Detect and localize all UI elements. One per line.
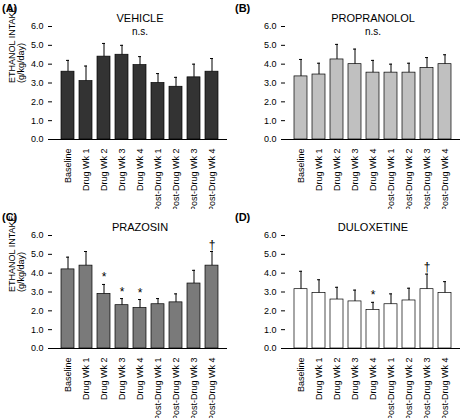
svg-text:4.0: 4.0 (264, 268, 277, 278)
svg-text:Drug Wk 3: Drug Wk 3 (350, 358, 360, 401)
svg-text:Drug Wk 3: Drug Wk 3 (350, 149, 360, 192)
svg-text:Drug Wk 4: Drug Wk 4 (135, 149, 145, 192)
svg-text:4.0: 4.0 (31, 268, 44, 278)
svg-text:n.s.: n.s. (365, 26, 381, 37)
svg-text:Post-Drug Wk 3: Post-Drug Wk 3 (422, 149, 432, 210)
svg-text:0.0: 0.0 (264, 134, 277, 144)
svg-text:Post-Drug Wk 4: Post-Drug Wk 4 (207, 358, 217, 418)
svg-text:4.0: 4.0 (31, 59, 44, 69)
svg-text:1.0: 1.0 (264, 325, 277, 335)
svg-text:5.0: 5.0 (264, 40, 277, 50)
svg-text:6.0: 6.0 (31, 21, 44, 31)
svg-text:Baseline: Baseline (63, 358, 73, 393)
svg-text:Baseline: Baseline (296, 358, 306, 393)
svg-text:†: † (424, 260, 431, 274)
svg-text:†: † (209, 238, 216, 252)
svg-text:*: * (371, 288, 376, 302)
svg-text:6.0: 6.0 (31, 230, 44, 240)
svg-text:Baseline: Baseline (296, 149, 306, 184)
svg-text:Post-Drug Wk 4: Post-Drug Wk 4 (440, 149, 450, 210)
svg-text:*: * (102, 270, 107, 284)
svg-text:5.0: 5.0 (264, 249, 277, 259)
svg-text:3.0: 3.0 (264, 78, 277, 88)
svg-text:ETHANOL INTAKE(g/kg/day): ETHANOL INTAKE(g/kg/day) (7, 215, 26, 292)
svg-text:ETHANOL INTAKE(g/kg/day): ETHANOL INTAKE(g/kg/day) (7, 6, 26, 83)
svg-text:3.0: 3.0 (31, 78, 44, 88)
svg-text:Drug Wk 2: Drug Wk 2 (99, 358, 109, 401)
svg-text:Drug Wk 1: Drug Wk 1 (81, 358, 91, 401)
svg-text:1.0: 1.0 (264, 116, 277, 126)
svg-text:Post-Drug Wk 3: Post-Drug Wk 3 (422, 358, 432, 418)
svg-text:3.0: 3.0 (31, 287, 44, 297)
svg-text:n.s.: n.s. (132, 26, 148, 37)
svg-text:Post-Drug Wk 1: Post-Drug Wk 1 (386, 149, 396, 210)
svg-text:Drug Wk 3: Drug Wk 3 (117, 358, 127, 401)
svg-text:6.0: 6.0 (264, 21, 277, 31)
svg-text:Drug Wk 4: Drug Wk 4 (368, 358, 378, 401)
svg-text:Drug Wk 4: Drug Wk 4 (368, 149, 378, 192)
svg-text:4.0: 4.0 (264, 59, 277, 69)
svg-text:DULOXETINE: DULOXETINE (338, 221, 408, 233)
svg-text:5.0: 5.0 (31, 249, 44, 259)
svg-text:2.0: 2.0 (31, 306, 44, 316)
svg-text:Post-Drug Wk 2: Post-Drug Wk 2 (404, 149, 414, 210)
svg-text:Drug Wk 2: Drug Wk 2 (99, 149, 109, 192)
svg-text:0.0: 0.0 (264, 343, 277, 353)
svg-text:5.0: 5.0 (31, 40, 44, 50)
svg-text:Post-Drug Wk 2: Post-Drug Wk 2 (171, 149, 181, 210)
svg-text:2.0: 2.0 (264, 306, 277, 316)
svg-text:Post-Drug Wk 3: Post-Drug Wk 3 (189, 358, 199, 418)
svg-text:Post-Drug Wk 4: Post-Drug Wk 4 (440, 358, 450, 418)
svg-text:2.0: 2.0 (31, 97, 44, 107)
svg-text:1.0: 1.0 (31, 325, 44, 335)
svg-text:Drug Wk 2: Drug Wk 2 (332, 358, 342, 401)
svg-text:Post-Drug Wk 2: Post-Drug Wk 2 (171, 358, 181, 418)
svg-text:Drug Wk 3: Drug Wk 3 (117, 149, 127, 192)
svg-text:Post-Drug Wk 1: Post-Drug Wk 1 (153, 358, 163, 418)
svg-text:*: * (120, 285, 125, 299)
svg-text:*: * (138, 286, 143, 300)
svg-text:Baseline: Baseline (63, 149, 73, 184)
svg-text:Drug Wk 1: Drug Wk 1 (314, 149, 324, 192)
svg-text:PRAZOSIN: PRAZOSIN (112, 221, 168, 233)
svg-text:Drug Wk 1: Drug Wk 1 (314, 358, 324, 401)
svg-text:Post-Drug Wk 4: Post-Drug Wk 4 (207, 149, 217, 210)
svg-text:Post-Drug Wk 1: Post-Drug Wk 1 (386, 358, 396, 418)
svg-text:1.0: 1.0 (31, 116, 44, 126)
svg-text:Drug Wk 2: Drug Wk 2 (332, 149, 342, 192)
svg-text:2.0: 2.0 (264, 97, 277, 107)
svg-text:6.0: 6.0 (264, 230, 277, 240)
svg-text:Post-Drug Wk 1: Post-Drug Wk 1 (153, 149, 163, 210)
svg-text:VEHICLE: VEHICLE (116, 12, 163, 24)
svg-text:Drug Wk 1: Drug Wk 1 (81, 149, 91, 192)
svg-text:Drug Wk 4: Drug Wk 4 (135, 358, 145, 401)
svg-text:3.0: 3.0 (264, 287, 277, 297)
svg-text:Post-Drug Wk 3: Post-Drug Wk 3 (189, 149, 199, 210)
svg-text:0.0: 0.0 (31, 134, 44, 144)
svg-text:0.0: 0.0 (31, 343, 44, 353)
svg-text:Post-Drug Wk 2: Post-Drug Wk 2 (404, 358, 414, 418)
svg-text:PROPRANOLOL: PROPRANOLOL (331, 12, 415, 24)
